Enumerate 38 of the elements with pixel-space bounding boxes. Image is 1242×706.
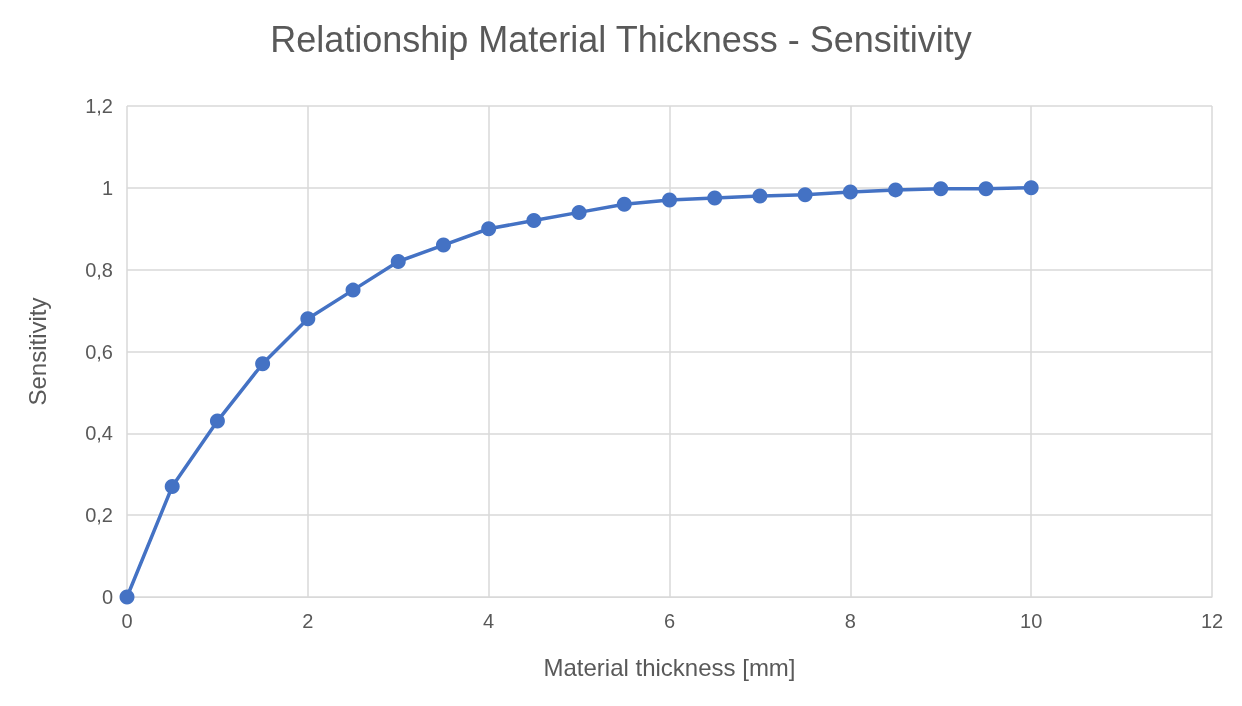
point bbox=[255, 356, 271, 372]
point bbox=[481, 221, 497, 237]
point bbox=[390, 253, 406, 269]
point bbox=[707, 190, 723, 206]
point bbox=[300, 311, 316, 327]
point bbox=[797, 187, 813, 203]
point bbox=[978, 181, 994, 197]
x-tick-label: 2 bbox=[302, 610, 314, 632]
chart-title: Relationship Material Thickness - Sensitivity bbox=[270, 18, 972, 60]
x-tick-label: 10 bbox=[1020, 610, 1043, 632]
point bbox=[662, 192, 677, 208]
x-tick-label: 8 bbox=[844, 610, 856, 632]
x-tick-label: 4 bbox=[483, 610, 495, 632]
y-tick-label: 1 bbox=[101, 176, 113, 199]
point bbox=[209, 413, 225, 429]
y-axis-title: Sensitivity bbox=[23, 297, 51, 406]
x-tick-label: 0 bbox=[121, 610, 133, 632]
y-tick-label: 0,8 bbox=[85, 258, 113, 281]
x-tick-label: 12 bbox=[1200, 610, 1224, 632]
y-tick-label: 0,6 bbox=[85, 340, 113, 363]
point bbox=[164, 479, 180, 495]
point bbox=[616, 196, 632, 212]
point bbox=[1023, 180, 1039, 196]
point bbox=[571, 204, 587, 220]
point bbox=[842, 184, 858, 200]
point bbox=[345, 282, 361, 298]
point bbox=[526, 213, 542, 229]
point bbox=[752, 188, 768, 204]
x-axis-title: Material thickness [mm] bbox=[543, 653, 796, 681]
y-tick-label: 0,4 bbox=[85, 422, 113, 445]
point bbox=[435, 237, 451, 253]
x-tick-label: 6 bbox=[663, 610, 676, 632]
point bbox=[933, 181, 949, 197]
y-tick-label: 0 bbox=[101, 586, 113, 608]
y-tick-label: 1,2 bbox=[85, 95, 113, 117]
y-tick-label: 0,2 bbox=[85, 504, 113, 527]
point bbox=[888, 182, 904, 198]
point bbox=[119, 589, 135, 605]
